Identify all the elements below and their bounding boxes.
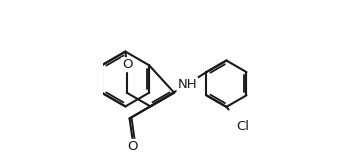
Text: NH: NH [177, 78, 197, 91]
Text: O: O [122, 58, 132, 71]
Text: O: O [127, 140, 138, 153]
Text: Cl: Cl [236, 120, 249, 133]
